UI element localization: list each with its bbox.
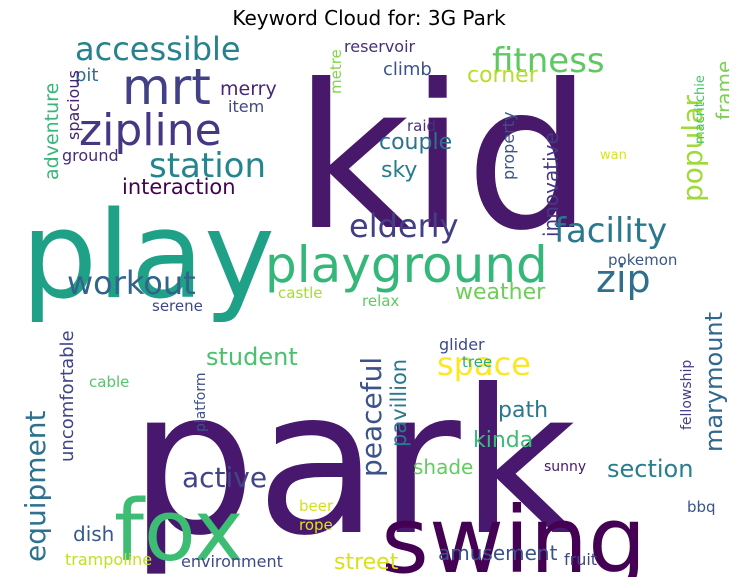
word-space: space xyxy=(437,345,531,383)
figure-title: Keyword Cloud for: 3G Park xyxy=(232,6,506,30)
word-shade: shade xyxy=(413,455,473,479)
word-section: section xyxy=(607,455,693,483)
word-weather: weather xyxy=(455,280,546,305)
word-workout: workout xyxy=(67,264,196,302)
word-merry: merry xyxy=(220,78,277,100)
word-glider: glider xyxy=(439,335,485,354)
word-student: student xyxy=(206,343,298,371)
word-interaction: interaction xyxy=(122,175,236,199)
word-active: active xyxy=(182,461,267,494)
word-platform: platform xyxy=(193,373,209,433)
word-metre: metre xyxy=(327,49,345,94)
word-elderly: elderly xyxy=(349,207,459,245)
word-bbq: bbq xyxy=(687,498,716,516)
word-amusement: amusement xyxy=(438,541,558,565)
word-ground: ground xyxy=(62,146,119,165)
word-cable: cable xyxy=(89,373,129,391)
word-corner: corner xyxy=(467,63,539,88)
word-mrt: mrt xyxy=(122,58,211,116)
word-park: park xyxy=(129,347,577,577)
word-adventure: adventure xyxy=(41,83,63,180)
word-swing: swing xyxy=(381,487,646,577)
word-fruit: fruit xyxy=(564,550,597,569)
word-serene: serene xyxy=(152,297,203,315)
word-playground: playground xyxy=(265,236,548,294)
word-street: street xyxy=(334,550,399,575)
word-environment: environment xyxy=(181,552,283,571)
word-play: play xyxy=(21,187,275,326)
word-relax: relax xyxy=(362,292,399,310)
word-pit: pit xyxy=(75,65,98,86)
word-macritchie: macritchie xyxy=(693,75,708,144)
word-couple: couple xyxy=(379,130,452,155)
word-kinda: kinda xyxy=(473,428,533,453)
word-zipline: zipline xyxy=(79,105,222,156)
word-frame: frame xyxy=(712,61,729,120)
word-dish: dish xyxy=(73,522,114,546)
word-uncomfortable: uncomfortable xyxy=(57,330,78,462)
word-trampoline: trampoline xyxy=(65,550,152,569)
word-wan: wan xyxy=(600,148,627,163)
word-zip: zip xyxy=(596,257,651,301)
word-rope: rope xyxy=(299,516,333,534)
word-pavillion: pavillion xyxy=(387,359,411,447)
word-facility: facility xyxy=(554,211,667,251)
word-marymount: marymount xyxy=(700,312,728,452)
word-accessible: accessible xyxy=(75,32,241,68)
word-castle: castle xyxy=(278,284,323,302)
word-station: station xyxy=(149,146,266,186)
word-raid: raid xyxy=(407,117,436,135)
word-sunny: sunny xyxy=(544,459,586,475)
word-sky: sky xyxy=(381,158,417,183)
word-innovative: innovative xyxy=(539,132,563,237)
word-property: property xyxy=(499,112,518,181)
word-fitness: fitness xyxy=(492,41,605,81)
word-path: path xyxy=(498,398,548,423)
word-peaceful: peaceful xyxy=(355,357,388,477)
word-reservoir: reservoir xyxy=(344,37,416,56)
word-climb: climb xyxy=(383,59,432,80)
word-fox: fox xyxy=(114,482,244,577)
word-cloud: parkkidplayswingfoxplaygroundziplinemrts… xyxy=(9,32,729,577)
word-fellowship: fellowship xyxy=(679,360,695,430)
word-kid: kid xyxy=(294,42,592,275)
word-pokemon: pokemon xyxy=(608,251,677,269)
word-tree: tree xyxy=(462,353,492,371)
word-popular: popular xyxy=(676,95,709,202)
word-equipment: equipment xyxy=(19,410,52,562)
word-spacious: spacious xyxy=(64,70,83,140)
word-item: item xyxy=(228,97,264,116)
word-beer: beer xyxy=(299,497,334,515)
